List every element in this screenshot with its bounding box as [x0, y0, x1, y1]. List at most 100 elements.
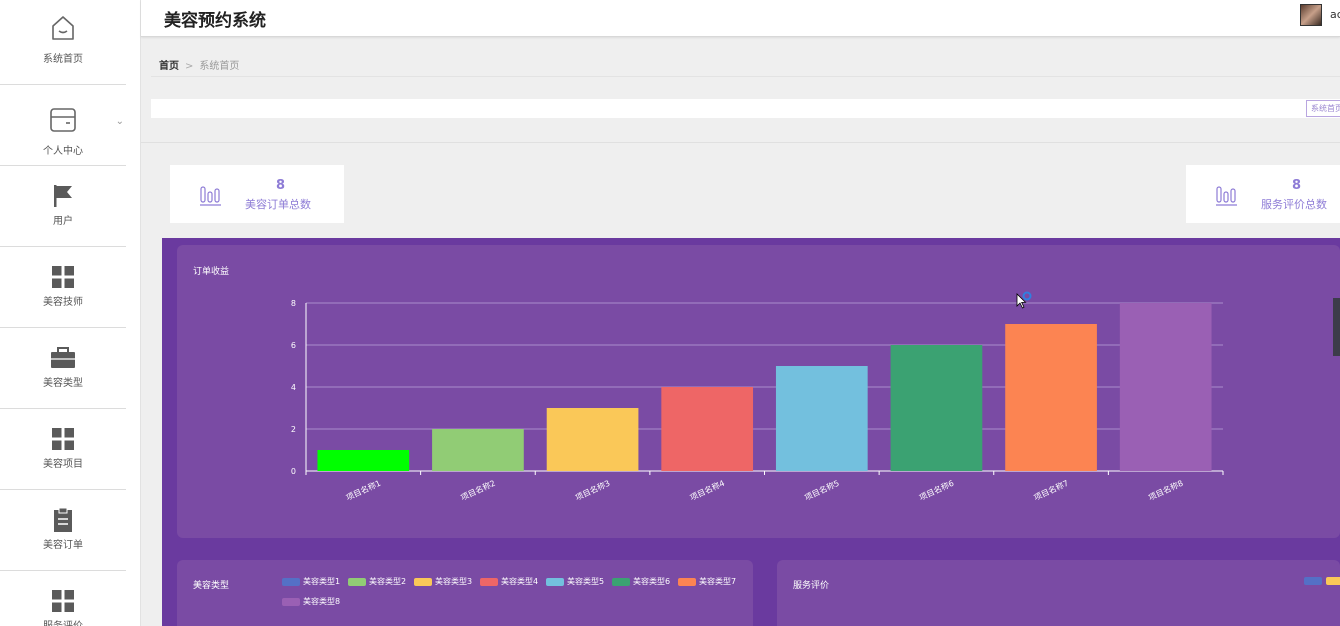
sidebar-item-label: 美容项目 — [43, 459, 83, 470]
stat-card-reviews: 8 服务评价总数 — [1186, 165, 1340, 223]
bar-chart-icon — [1216, 186, 1237, 206]
bar — [546, 408, 639, 471]
legend-item[interactable]: 美容类型6 — [612, 576, 670, 587]
legend-item[interactable]: 美容类型1 — [282, 576, 340, 587]
flag-icon — [54, 185, 72, 207]
breadcrumb: 首页 > 系统首页 — [159, 57, 239, 72]
legend-swatch — [348, 577, 366, 586]
legend-swatch — [678, 577, 696, 586]
divider — [151, 76, 1340, 77]
legend-label: 美容类型4 — [501, 577, 539, 586]
username[interactable]: ac — [1330, 8, 1340, 21]
legend-label: 美容类型2 — [369, 577, 407, 586]
sidebar-item-technicians[interactable]: 美容技师 — [0, 248, 126, 328]
legend-label: 美容类型3 — [435, 577, 473, 586]
bar — [661, 387, 754, 471]
stat-label: 美容订单总数 — [245, 198, 311, 211]
grid-icon — [52, 590, 74, 612]
y-tick-label: 0 — [291, 467, 296, 476]
stat-value: 8 — [1292, 178, 1302, 193]
legend-label: 美容类型5 — [567, 577, 605, 586]
breadcrumb-separator: > — [185, 61, 194, 72]
revenue-panel: 订单收益 0 2 4 6 8 项目名称1 项目名称2 项目名称3 项目名称4 项目名称5 项目名称6… — [177, 245, 1340, 538]
y-tick-label: 2 — [291, 425, 296, 434]
y-tick-label: 6 — [291, 341, 296, 350]
panel-title: 服务评价 — [793, 581, 830, 591]
sidebar-item-orders[interactable]: 美容订单 — [0, 491, 126, 571]
top-bar: 美容预约系统 ac — [141, 0, 1340, 37]
legend-label: 美容类型1 — [303, 577, 341, 586]
sidebar-item-users[interactable]: 用户 — [0, 167, 126, 247]
divider — [141, 142, 1340, 143]
x-tick-label: 项目名称8 — [1147, 478, 1185, 503]
legend-item[interactable]: 美容类型7 — [678, 576, 736, 587]
sidebar-item-home[interactable]: 系统首页 — [0, 5, 126, 85]
legend-swatch — [480, 577, 498, 586]
briefcase-icon — [51, 347, 75, 368]
breadcrumb-current: 系统首页 — [199, 61, 240, 72]
tab-home[interactable]: 系统首页 — [1306, 100, 1340, 117]
legend-swatch — [282, 577, 300, 586]
chevron-down-icon[interactable]: ⌄ — [115, 116, 124, 127]
bar — [775, 366, 868, 471]
legend-label: 美容类型6 — [633, 577, 671, 586]
sidebar-item-label: 用户 — [53, 216, 73, 227]
legend-item[interactable]: 美容类型3 — [414, 576, 472, 587]
home-icon — [52, 16, 74, 40]
grid-icon — [52, 428, 74, 450]
legend-swatch — [414, 577, 432, 586]
x-tick-label: 项目名称5 — [803, 478, 841, 503]
clipboard-icon — [54, 507, 72, 532]
scroll-handle[interactable] — [1333, 298, 1340, 356]
sidebar-item-reviews[interactable]: 服务评价 — [0, 572, 126, 626]
legend-label: 美容类型8 — [303, 597, 341, 606]
bar — [432, 429, 524, 471]
avatar[interactable] — [1300, 4, 1322, 26]
sidebar-item-beauty-types[interactable]: 美容类型 — [0, 329, 126, 409]
legend-label: 美容类型7 — [699, 577, 737, 586]
x-tick-label: 项目名称6 — [917, 478, 955, 503]
stat-label: 服务评价总数 — [1261, 198, 1327, 211]
legend-item[interactable]: 美容类型2 — [348, 576, 406, 587]
type-panel: 美容类型 美容类型1 美容类型2 美容类型3 美容类型4 美容类型5 美容类型6 美容类型7… — [177, 560, 753, 626]
tag-strip — [151, 99, 1340, 118]
panel-title: 美容类型 — [193, 581, 230, 591]
bar-chart-icon — [200, 186, 221, 206]
bar — [1005, 324, 1097, 471]
x-tick-label: 项目名称2 — [459, 478, 497, 503]
revenue-bar-chart: 0 2 4 6 8 项目名称1 项目名称2 项目名称3 项目名称4 项目名称5 项目名称6 项目名称7… — [291, 299, 1224, 503]
stat-card-orders: 8 美容订单总数 — [170, 165, 344, 223]
mouse-cursor — [1016, 291, 1032, 309]
sidebar-item-label: 个人中心 — [43, 146, 83, 157]
legend-item[interactable]: 美容类型5 — [546, 576, 604, 587]
sidebar-item-label: 美容类型 — [43, 378, 83, 389]
sidebar-item-personal-center[interactable]: ⌄ 个人中心 — [0, 86, 126, 166]
stat-value: 8 — [276, 178, 286, 193]
sidebar-item-label: 美容技师 — [43, 297, 83, 308]
bar — [317, 450, 410, 471]
panel-title: 订单收益 — [193, 267, 230, 277]
rating-panel: 服务评价 ★ — [777, 560, 1340, 626]
x-tick-label: 项目名称7 — [1032, 478, 1070, 503]
breadcrumb-home[interactable]: 首页 — [159, 61, 179, 72]
legend-swatch — [546, 577, 564, 586]
legend-swatch — [1326, 576, 1340, 585]
legend-item[interactable] — [1304, 576, 1325, 585]
bar — [1119, 303, 1212, 471]
x-tick-label: 项目名称1 — [344, 478, 382, 503]
legend-swatch — [612, 577, 630, 586]
legend-item[interactable]: 美容类型8 — [282, 596, 340, 607]
x-tick-label: 项目名称4 — [688, 478, 726, 503]
sidebar-item-label: 系统首页 — [43, 54, 83, 65]
legend-item[interactable]: 美容类型4 — [480, 576, 538, 587]
legend-swatch — [1304, 576, 1322, 585]
legend-item[interactable]: ★ — [1326, 576, 1340, 585]
sidebar-item-projects[interactable]: 美容项目 — [0, 410, 126, 490]
sidebar-item-label: 美容订单 — [43, 540, 83, 551]
sidebar: 系统首页 ⌄ 个人中心 用户 美容技师 美容类型 — [0, 0, 141, 626]
app-title: 美容预约系统 — [164, 11, 266, 31]
bar — [890, 345, 983, 471]
x-tick-label: 项目名称3 — [574, 478, 612, 503]
grid-icon — [52, 266, 74, 288]
legend-swatch — [282, 597, 300, 606]
